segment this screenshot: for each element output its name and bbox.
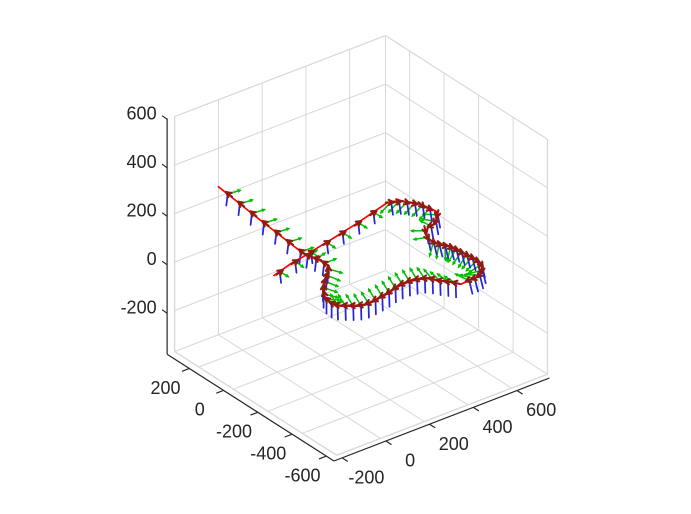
svg-text:200: 200 <box>127 201 157 221</box>
svg-text:400: 400 <box>482 417 512 437</box>
svg-text:0: 0 <box>405 451 415 471</box>
svg-text:-600: -600 <box>284 465 320 485</box>
svg-text:0: 0 <box>195 400 205 420</box>
svg-text:-200: -200 <box>216 422 252 442</box>
svg-text:600: 600 <box>526 400 556 420</box>
svg-text:600: 600 <box>127 104 157 124</box>
svg-text:-400: -400 <box>250 444 286 464</box>
svg-text:200: 200 <box>150 378 180 398</box>
svg-text:0: 0 <box>147 249 157 269</box>
svg-text:200: 200 <box>439 434 469 454</box>
svg-text:400: 400 <box>127 152 157 172</box>
svg-text:-200: -200 <box>348 468 384 488</box>
svg-text:-200: -200 <box>121 298 157 318</box>
